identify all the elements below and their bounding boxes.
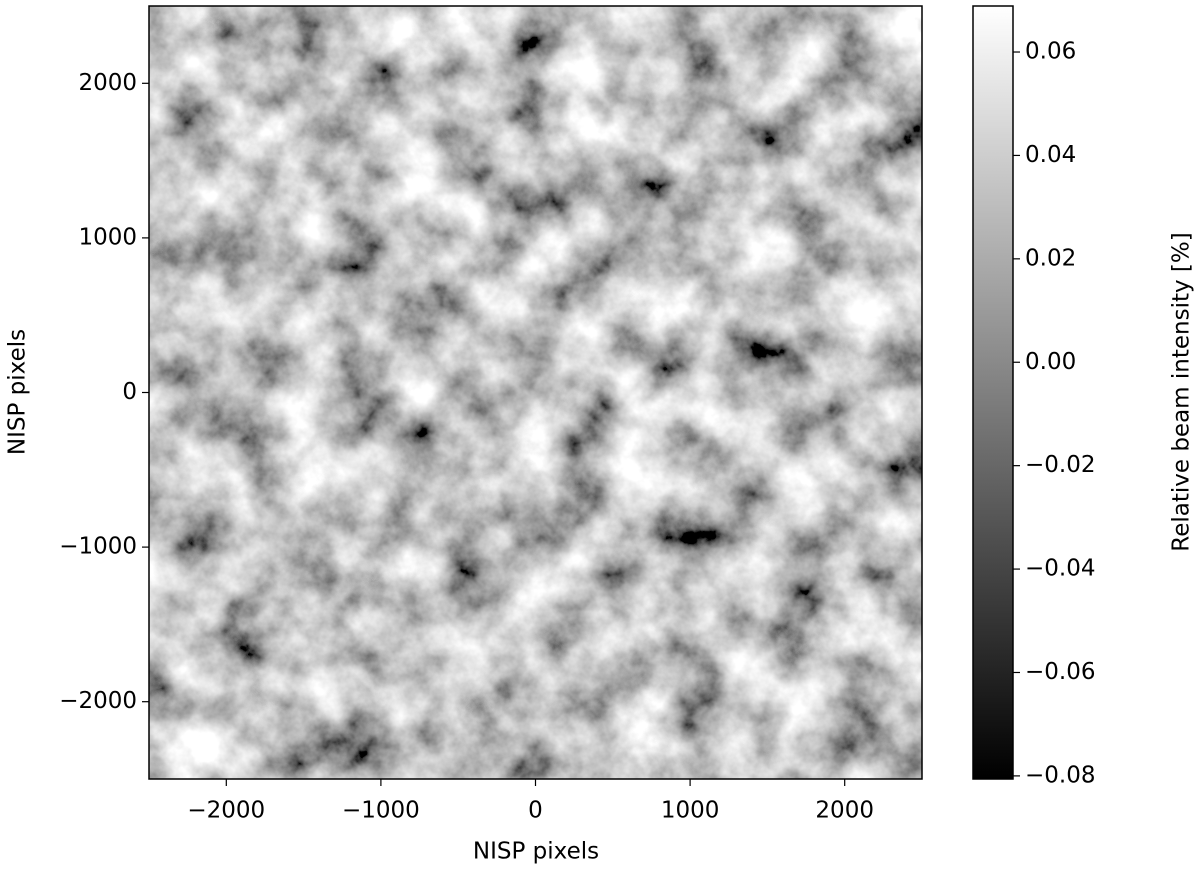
colorbar-tick-label: 0.06 [1025, 39, 1076, 65]
heatmap-image [149, 6, 922, 779]
colorbar-tick-label: −0.04 [1025, 556, 1095, 582]
y-tick-label: −1000 [59, 534, 137, 560]
colorbar-tick-label: −0.02 [1025, 452, 1095, 478]
y-axis-label: NISP pixels [5, 329, 31, 455]
colorbar [972, 5, 1014, 780]
colorbar-tick-label: 0.00 [1025, 349, 1076, 375]
y-tick-label: 2000 [78, 70, 137, 96]
y-tick-label: −2000 [59, 688, 137, 714]
x-tick-label: 0 [528, 798, 543, 824]
y-tick-label: 1000 [78, 224, 137, 250]
x-axis-label: NISP pixels [473, 839, 599, 865]
x-tick-label: 2000 [815, 798, 874, 824]
x-tick-label: −2000 [187, 798, 265, 824]
colorbar-tick-label: 0.04 [1025, 142, 1076, 168]
colorbar-tick-label: −0.06 [1025, 659, 1095, 685]
y-tick-label: 0 [122, 379, 137, 405]
x-tick-label: −1000 [342, 798, 420, 824]
x-tick-label: 1000 [661, 798, 720, 824]
colorbar-label: Relative beam intensity [%] [1169, 232, 1195, 551]
colorbar-tick-label: 0.02 [1025, 245, 1076, 271]
colorbar-tick-label: −0.08 [1025, 762, 1095, 788]
